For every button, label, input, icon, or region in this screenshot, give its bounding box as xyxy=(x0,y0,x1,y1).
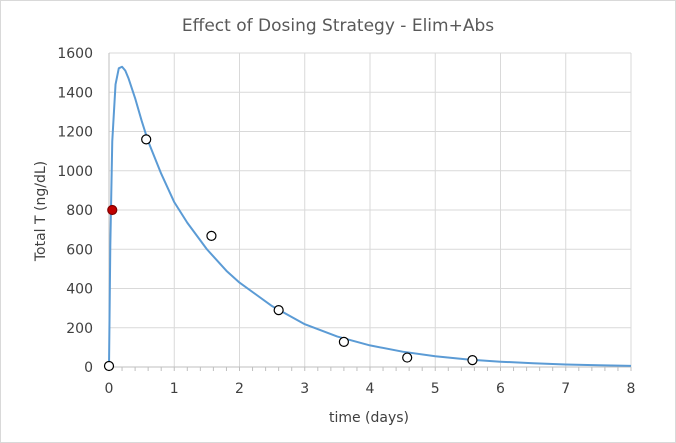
series-layer xyxy=(103,65,632,372)
y-tick-label: 800 xyxy=(66,203,93,219)
data-point-marker xyxy=(402,352,413,363)
y-tick-label: 600 xyxy=(66,242,93,258)
x-tick-label: 0 xyxy=(105,381,114,397)
x-tick-label: 1 xyxy=(170,381,179,397)
y-tick-label: 200 xyxy=(66,321,93,337)
x-tick-label: 5 xyxy=(431,381,440,397)
model-curve-line xyxy=(108,65,632,368)
dose-point-marker xyxy=(107,204,118,216)
x-tick-label: 3 xyxy=(300,381,309,397)
x-tick-label: 8 xyxy=(627,381,636,397)
grid-layer xyxy=(109,52,632,367)
y-tick-label: 1600 xyxy=(57,46,93,62)
text-layer: Effect of Dosing Strategy - Elim+Abs tim… xyxy=(33,16,635,426)
y-tick-label: 1400 xyxy=(57,85,93,101)
x-tick-label: 6 xyxy=(496,381,505,397)
data-point-marker xyxy=(141,134,152,145)
x-tick-label: 2 xyxy=(235,381,244,397)
y-tick-label: 0 xyxy=(84,360,93,376)
data-point-marker xyxy=(338,336,349,347)
x-tick-label: 7 xyxy=(561,381,570,397)
data-point-marker xyxy=(273,304,284,316)
x-axis-title: time (days) xyxy=(329,410,409,426)
data-point-marker xyxy=(206,230,217,242)
y-axis-title: Total T (ng/dL) xyxy=(33,161,49,262)
y-tick-label: 1000 xyxy=(57,164,93,180)
chart-title: Effect of Dosing Strategy - Elim+Abs xyxy=(182,16,494,36)
data-point-marker xyxy=(103,360,115,372)
x-tick-label: 4 xyxy=(366,381,375,397)
y-tick-label: 400 xyxy=(66,282,93,298)
data-point-marker xyxy=(467,355,478,366)
y-tick-label: 1200 xyxy=(57,125,93,141)
